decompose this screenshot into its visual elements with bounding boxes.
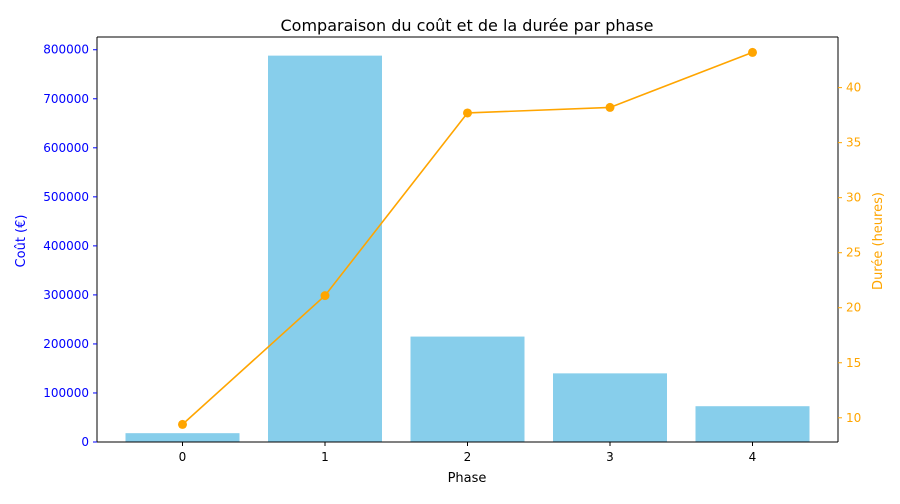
y-tick-label-right: 20 [846, 301, 861, 315]
line-point [605, 102, 615, 112]
y-tick-label-right: 30 [846, 191, 861, 205]
bar [410, 336, 525, 442]
y-tick-label-left: 800000 [43, 43, 89, 57]
y-tick-label-left: 500000 [43, 190, 89, 204]
y-axis-label-left: Coût (€) [14, 215, 29, 268]
y-axis-label-right: Durée (heures) [871, 192, 886, 290]
y-tick-label-right: 40 [846, 81, 861, 95]
y-tick-label-right: 10 [846, 411, 861, 425]
y-tick-label-right: 25 [846, 246, 861, 260]
y-tick-label-left: 300000 [43, 288, 89, 302]
x-tick-label: 2 [464, 450, 472, 464]
x-axis-label: Phase [448, 471, 487, 486]
bar [695, 406, 810, 442]
y-tick-label-right: 15 [846, 356, 861, 370]
line-series [178, 47, 757, 429]
line-point [748, 47, 757, 57]
y-tick-label-left: 0 [81, 435, 89, 449]
x-tick-label: 3 [606, 450, 614, 464]
chart-title: Comparaison du coût et de la durée par p… [281, 16, 654, 35]
axes: 0 1 2 3 401000002000003000004000005000006000… [43, 36, 861, 464]
bar [125, 433, 240, 442]
y-tick-label-left: 600000 [43, 141, 89, 155]
bar-series [125, 55, 810, 443]
y-tick-label-left: 700000 [43, 92, 89, 106]
line-point [178, 419, 187, 429]
x-tick-label: 0 [179, 450, 187, 464]
bar [268, 55, 382, 443]
y-tick-label-left: 200000 [43, 337, 89, 351]
line-point [320, 291, 330, 301]
y-tick-label-left: 400000 [43, 239, 89, 253]
line-point [463, 108, 472, 118]
x-tick-label: 4 [749, 450, 757, 464]
bar [553, 373, 667, 442]
x-tick-label: 1 [321, 450, 329, 464]
y-tick-label-right: 35 [846, 136, 861, 150]
y-tick-label-left: 100000 [43, 386, 89, 400]
